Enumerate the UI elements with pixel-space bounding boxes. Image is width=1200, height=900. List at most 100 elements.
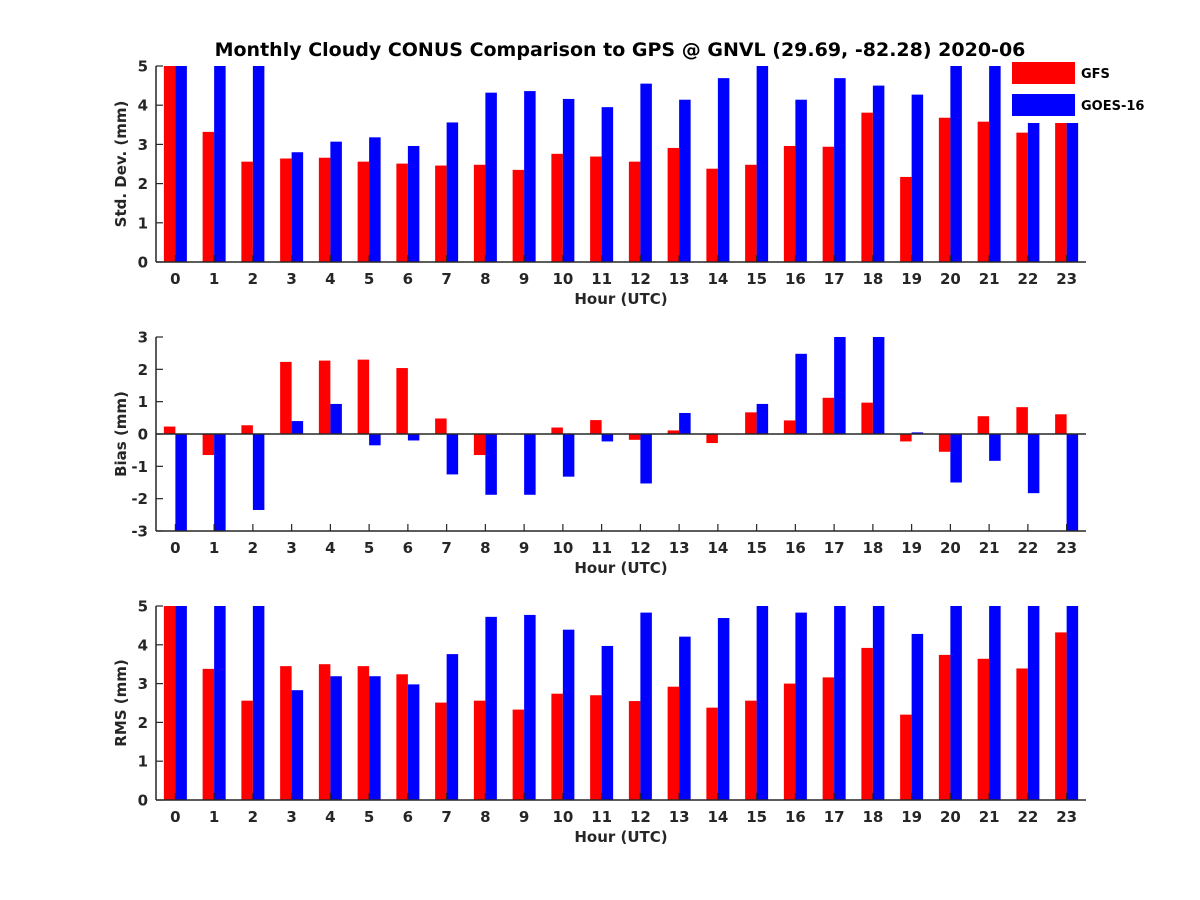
legend-swatch-gfs [1012, 62, 1075, 84]
bar-gfs-hour-5 [357, 359, 370, 434]
y-tick-label: 3 [138, 136, 148, 154]
bar-goes-16-hour-16 [795, 353, 807, 434]
x-tick-label: 19 [901, 808, 922, 826]
bar-goes-16-hour-4 [330, 676, 342, 800]
bar-goes-16-hour-20 [950, 434, 962, 483]
x-tick-label: 21 [979, 808, 1000, 826]
x-tick-label: 8 [480, 270, 490, 288]
bar-gfs-hour-1 [202, 131, 215, 262]
x-tick-label: 11 [591, 808, 612, 826]
bar-gfs-hour-20 [938, 654, 951, 800]
panel-3: 0 1 2 3 4 5 6 7 8 9 10 11 12 13 14 15 16 17 18 19 20 21 22 2301… [112, 598, 1086, 846]
bar-goes-16-hour-14 [717, 618, 730, 800]
bar-gfs-hour-23 [1055, 111, 1067, 262]
bar-goes-16-hour-5 [369, 434, 381, 446]
bar-goes-16-hour-2 [252, 66, 265, 262]
x-tick-label: 20 [940, 539, 961, 557]
y-axis-label: Bias (mm) [112, 391, 130, 477]
bar-gfs-hour-10 [551, 153, 563, 262]
bar-gfs-hour-19 [900, 434, 912, 442]
bar-gfs-hour-4 [318, 157, 331, 262]
bar-gfs-hour-14 [706, 168, 718, 262]
bar-goes-16-hour-22 [1027, 66, 1040, 262]
x-tick-label: 8 [480, 808, 490, 826]
x-tick-label: 7 [441, 270, 451, 288]
bar-gfs-hour-12 [628, 161, 641, 262]
bar-goes-16-hour-21 [989, 66, 1001, 262]
bar-gfs-hour-11 [590, 156, 602, 262]
x-tick-label: 3 [286, 539, 296, 557]
x-tick-label: 13 [669, 270, 690, 288]
bar-gfs-hour-19 [900, 714, 912, 800]
bar-gfs-hour-9 [512, 169, 525, 262]
x-tick-label: 14 [707, 808, 728, 826]
bar-goes-16-hour-16 [795, 612, 807, 800]
bar-gfs-hour-13 [667, 686, 680, 800]
x-tick-label: 10 [552, 270, 573, 288]
bar-gfs-hour-13 [667, 147, 680, 262]
bar-goes-16-hour-23 [1066, 66, 1079, 262]
x-tick-label: 2 [248, 270, 258, 288]
y-tick-label: 5 [138, 58, 148, 76]
y-tick-label: -1 [131, 458, 148, 476]
bar-goes-16-hour-15 [756, 403, 769, 434]
x-tick-label: 5 [364, 270, 374, 288]
x-tick-label: 9 [519, 270, 529, 288]
x-tick-label: 2 [248, 539, 258, 557]
x-tick-label: 15 [746, 270, 767, 288]
bar-gfs-hour-15 [745, 700, 757, 800]
bar-goes-16-hour-22 [1027, 606, 1040, 800]
x-tick-label: 2 [248, 808, 258, 826]
x-tick-label: 1 [209, 270, 219, 288]
bar-goes-16-hour-11 [601, 645, 614, 800]
x-axis-label: Hour (UTC) [574, 828, 667, 846]
bar-gfs-hour-17 [822, 677, 835, 800]
y-tick-label: 5 [138, 598, 148, 616]
bar-goes-16-hour-5 [369, 137, 381, 262]
x-tick-label: 0 [170, 808, 180, 826]
bars [163, 606, 1079, 800]
x-tick-label: 3 [286, 270, 296, 288]
bar-gfs-hour-6 [396, 163, 408, 262]
bar-goes-16-hour-9 [524, 614, 536, 800]
x-tick-label: 23 [1056, 808, 1077, 826]
x-tick-label: 11 [591, 270, 612, 288]
bar-gfs-hour-4 [318, 360, 331, 434]
x-tick-label: 4 [325, 270, 335, 288]
x-tick-label: 6 [403, 808, 413, 826]
bar-gfs-hour-0 [163, 66, 176, 262]
bar-gfs-hour-0 [163, 426, 176, 434]
x-tick-label: 13 [669, 808, 690, 826]
x-tick-label: 17 [824, 270, 845, 288]
bar-gfs-hour-8 [473, 434, 486, 456]
bar-goes-16-hour-4 [330, 403, 342, 434]
bar-gfs-hour-3 [280, 158, 292, 262]
bar-goes-16-hour-12 [640, 83, 652, 262]
y-tick-label: 1 [138, 753, 148, 771]
bar-gfs-hour-14 [706, 707, 718, 800]
bar-goes-16-hour-11 [601, 434, 614, 442]
legend-label: GOES-16 [1081, 99, 1144, 114]
bar-goes-16-hour-4 [330, 141, 342, 262]
bar-goes-16-hour-3 [291, 152, 304, 262]
legend-swatch-goes-16 [1012, 94, 1075, 116]
bar-goes-16-hour-20 [950, 66, 962, 262]
x-tick-label: 10 [552, 808, 573, 826]
x-tick-label: 0 [170, 270, 180, 288]
x-axis-label: Hour (UTC) [574, 559, 667, 577]
bar-gfs-hour-2 [241, 161, 253, 262]
bar-gfs-hour-17 [822, 146, 835, 262]
bar-gfs-hour-0 [163, 606, 176, 800]
bar-gfs-hour-5 [357, 161, 370, 262]
y-tick-label: 1 [138, 393, 148, 411]
bar-goes-16-hour-7 [446, 122, 459, 262]
bar-goes-16-hour-0 [175, 66, 187, 262]
x-tick-label: 18 [862, 808, 883, 826]
x-tick-label: 22 [1017, 270, 1038, 288]
figure-title: Monthly Cloudy CONUS Comparison to GPS @… [215, 39, 1026, 61]
bar-gfs-hour-10 [551, 427, 563, 434]
y-tick-label: -3 [131, 523, 148, 541]
bar-goes-16-hour-21 [989, 606, 1001, 800]
x-tick-label: 5 [364, 539, 374, 557]
